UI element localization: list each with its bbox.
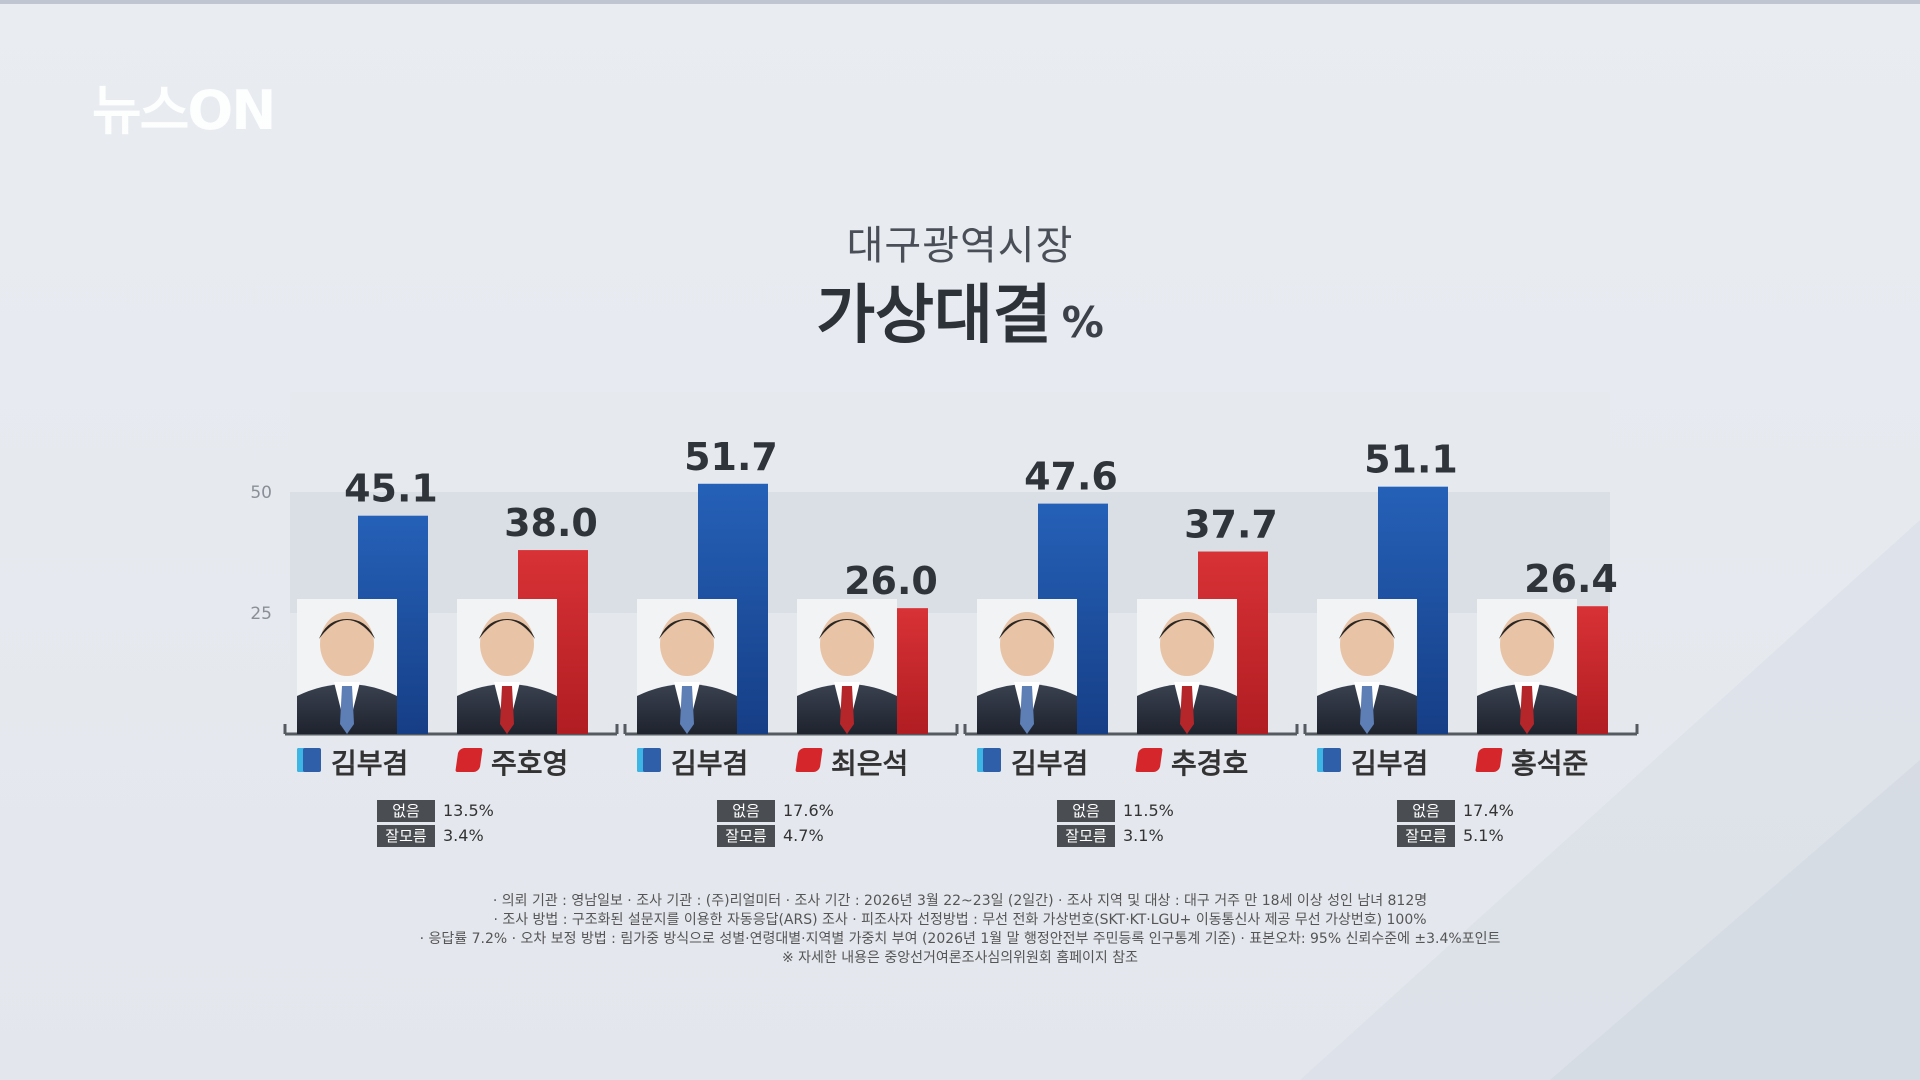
portrait-hair — [1499, 619, 1555, 639]
portrait-hair — [1159, 619, 1215, 639]
stat-label: 잘모름 — [1397, 825, 1455, 847]
chart-unit: % — [1061, 298, 1104, 347]
stat-value: 17.6% — [783, 801, 834, 820]
candidate-name: 김부겸 — [671, 747, 749, 780]
stat-label: 잘모름 — [717, 825, 775, 847]
stat-label: 없음 — [717, 800, 775, 822]
candidate-name: 김부겸 — [1351, 747, 1429, 780]
party-blue-icon — [1317, 748, 1341, 772]
candidate-name: 최은석 — [831, 747, 909, 780]
candidate-name: 김부겸 — [1011, 747, 1089, 780]
party-red-icon — [1475, 748, 1503, 772]
candidate-name: 김부겸 — [331, 747, 409, 780]
y-tick-label: 50 — [250, 483, 272, 503]
data-label: 26.4 — [1524, 557, 1618, 601]
portrait-face — [1340, 612, 1394, 676]
portrait-hair — [479, 619, 535, 639]
data-label: 26.0 — [844, 559, 938, 603]
portrait-tie — [1020, 686, 1034, 734]
portrait-face — [820, 612, 874, 676]
candidate-name: 주호영 — [491, 747, 569, 780]
portrait-face — [660, 612, 714, 676]
portrait-tie — [680, 686, 694, 734]
portrait-tie — [1180, 686, 1194, 734]
portrait-hair — [319, 619, 375, 639]
stat-label: 없음 — [1057, 800, 1115, 822]
stat-value: 3.1% — [1123, 826, 1164, 845]
candidate-name: 추경호 — [1171, 747, 1249, 780]
data-label: 45.1 — [344, 467, 438, 511]
party-red-icon — [455, 748, 483, 772]
chart-title-region: 대구광역시장 — [846, 223, 1074, 269]
party-red-icon — [795, 748, 823, 772]
data-label: 51.1 — [1364, 438, 1458, 482]
party-blue-icon — [977, 748, 1001, 772]
portrait-face — [1000, 612, 1054, 676]
data-label: 47.6 — [1024, 455, 1118, 499]
portrait-face — [480, 612, 534, 676]
y-tick-label: 25 — [250, 604, 272, 624]
portrait-hair — [819, 619, 875, 639]
portrait-tie — [500, 686, 514, 734]
portrait-tie — [1520, 686, 1534, 734]
party-red-icon — [1135, 748, 1163, 772]
data-label: 51.7 — [684, 435, 778, 479]
plot-band-top — [290, 392, 1610, 492]
portrait-hair — [659, 619, 715, 639]
stat-value: 5.1% — [1463, 826, 1504, 845]
stat-label: 없음 — [377, 800, 435, 822]
footnote-line: ※ 자세한 내용은 중앙선거여론조사심의위원회 홈페이지 참조 — [782, 950, 1138, 966]
stat-value: 13.5% — [443, 801, 494, 820]
footnote-line: · 조사 방법 : 구조화된 설문지를 이용한 자동응답(ARS) 조사 · 피… — [493, 912, 1427, 928]
stat-label: 잘모름 — [377, 825, 435, 847]
portrait-face — [320, 612, 374, 676]
portrait-hair — [999, 619, 1055, 639]
portrait-tie — [340, 686, 354, 734]
party-blue-icon — [297, 748, 321, 772]
stat-label: 잘모름 — [1057, 825, 1115, 847]
portrait-hair — [1339, 619, 1395, 639]
candidate-name: 홍석준 — [1511, 747, 1589, 780]
chart-title-text: 가상대결 — [816, 279, 1052, 353]
top-border — [0, 0, 1920, 4]
portrait-tie — [840, 686, 854, 734]
stat-value: 4.7% — [783, 826, 824, 845]
stat-value: 3.4% — [443, 826, 484, 845]
chart-title-main: 가상대결% — [0, 264, 1920, 356]
channel-logo: 뉴스ON — [92, 79, 276, 142]
stat-value: 11.5% — [1123, 801, 1174, 820]
footnote-line: · 의뢰 기관 : 영남일보 · 조사 기관 : (주)리얼미터 · 조사 기간… — [492, 893, 1428, 909]
footnote-line: · 응답률 7.2% · 오차 보정 방법 : 림가중 방식으로 성별·연령대별… — [419, 931, 1501, 947]
data-label: 37.7 — [1184, 503, 1278, 547]
portrait-face — [1500, 612, 1554, 676]
portrait-face — [1160, 612, 1214, 676]
data-label: 38.0 — [504, 501, 598, 545]
stat-label: 없음 — [1397, 800, 1455, 822]
party-blue-icon — [637, 748, 661, 772]
stat-value: 17.4% — [1463, 801, 1514, 820]
portrait-tie — [1360, 686, 1374, 734]
